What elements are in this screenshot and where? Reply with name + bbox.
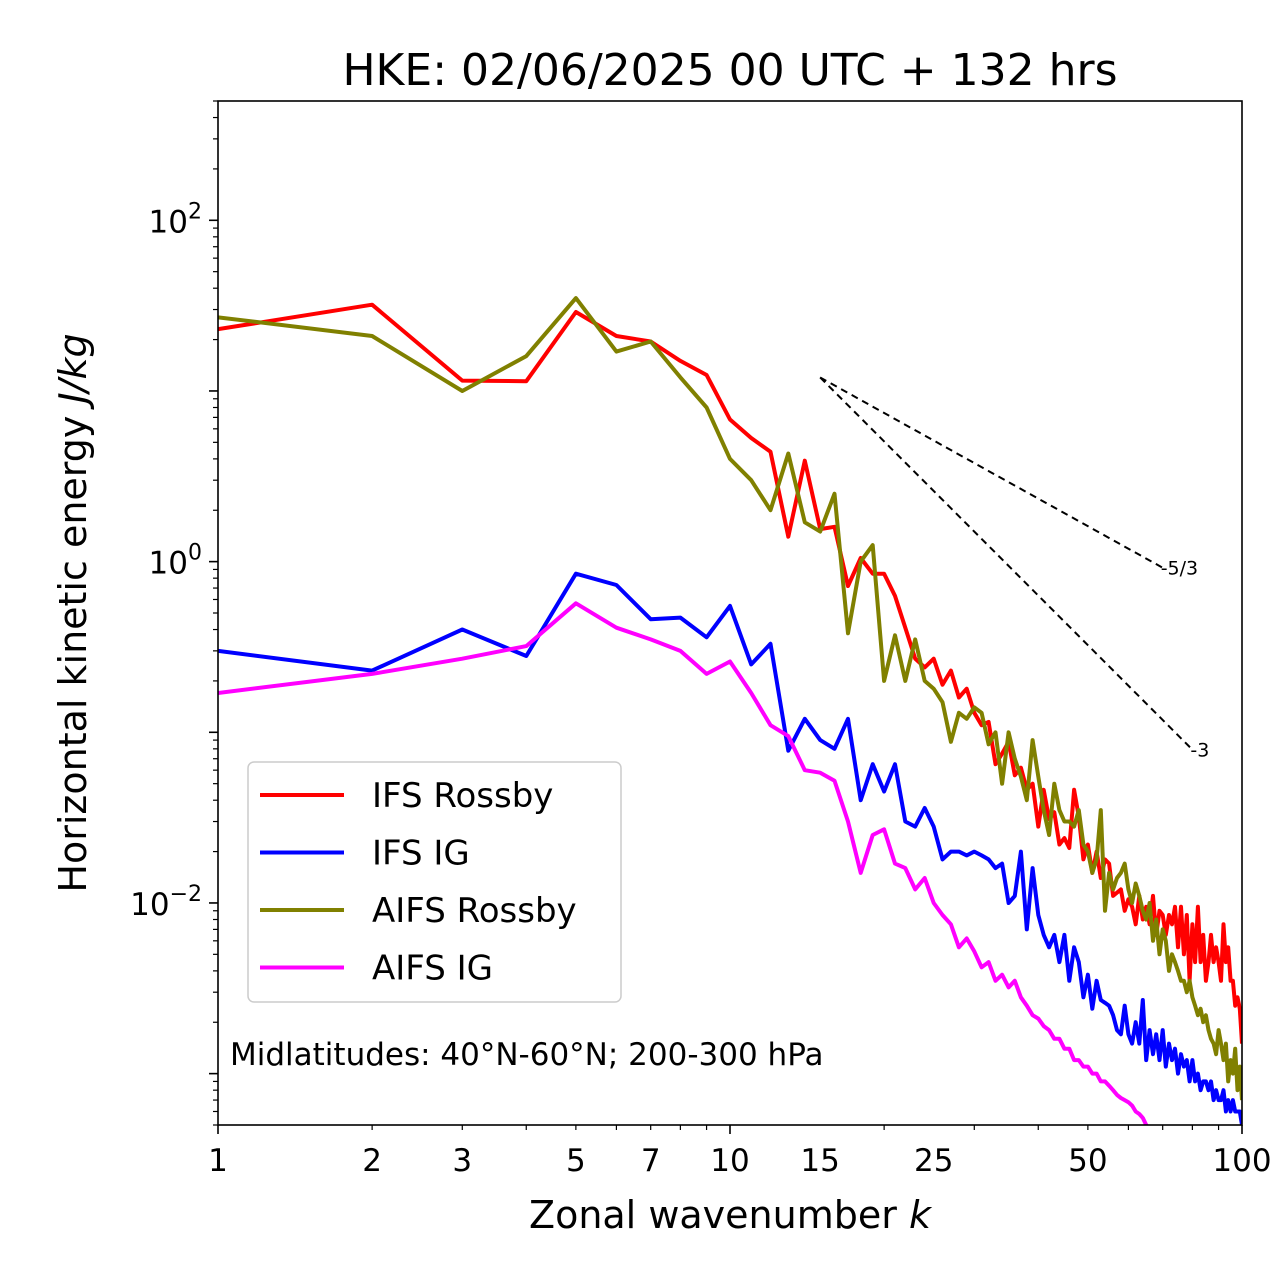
legend-label: IFS Rossby [372, 776, 553, 816]
y-axis-ticks: 102 100 10−2 [130, 100, 218, 1126]
x-tick-label: 25 [914, 1143, 953, 1179]
y-tick-label: 10−2 [130, 882, 202, 923]
x-tick-label: 10 [710, 1143, 749, 1179]
legend-label: AIFS IG [372, 949, 493, 989]
chart-title: HKE: 02/06/2025 00 UTC + 132 hrs [342, 45, 1117, 96]
y-tick-label: 102 [149, 199, 202, 240]
region-annotation: Midlatitudes: 40°N-60°N; 200-300 hPa [230, 1037, 824, 1073]
x-tick-label: 50 [1068, 1143, 1107, 1179]
x-axis-ticks: 1 2 3 5 7 10 15 25 50 100 [208, 1125, 1272, 1179]
series-line-aifs-ig [218, 601, 1149, 1125]
series-line-ifs-ig [218, 571, 1242, 1125]
x-axis-title: Zonal wavenumber k [529, 1193, 933, 1237]
legend-entries: IFS Rossby IFS IG AIFS Rossby AIFS IG [260, 776, 577, 989]
series-layer [218, 296, 1242, 1125]
series-line-aifs-rossby [218, 296, 1242, 1101]
reference-line-label-2: -3 [1190, 740, 1209, 762]
legend-label: AIFS Rossby [372, 891, 577, 931]
reference-line-label-1: -5/3 [1161, 558, 1198, 580]
x-tick-label: 5 [566, 1143, 586, 1179]
legend-frame [247, 761, 622, 1003]
x-tick-label: 15 [800, 1143, 839, 1179]
x-tick-label: 2 [362, 1143, 382, 1179]
y-axis-title: Horizontal kinetic energy J/kg [51, 333, 95, 892]
x-tick-label: 3 [452, 1143, 472, 1179]
legend: IFS Rossby IFS IG AIFS Rossby AIFS IG [247, 761, 622, 1003]
reference-line-2 [819, 376, 1194, 751]
x-tick-label: 100 [1212, 1143, 1271, 1179]
x-tick-label: 7 [641, 1143, 661, 1179]
reference-line-1 [819, 376, 1164, 569]
legend-label: IFS IG [372, 834, 470, 874]
x-tick-label: 1 [208, 1143, 228, 1179]
reference-lines: -5/3 -3 [819, 376, 1209, 762]
y-tick-label: 100 [149, 541, 202, 582]
